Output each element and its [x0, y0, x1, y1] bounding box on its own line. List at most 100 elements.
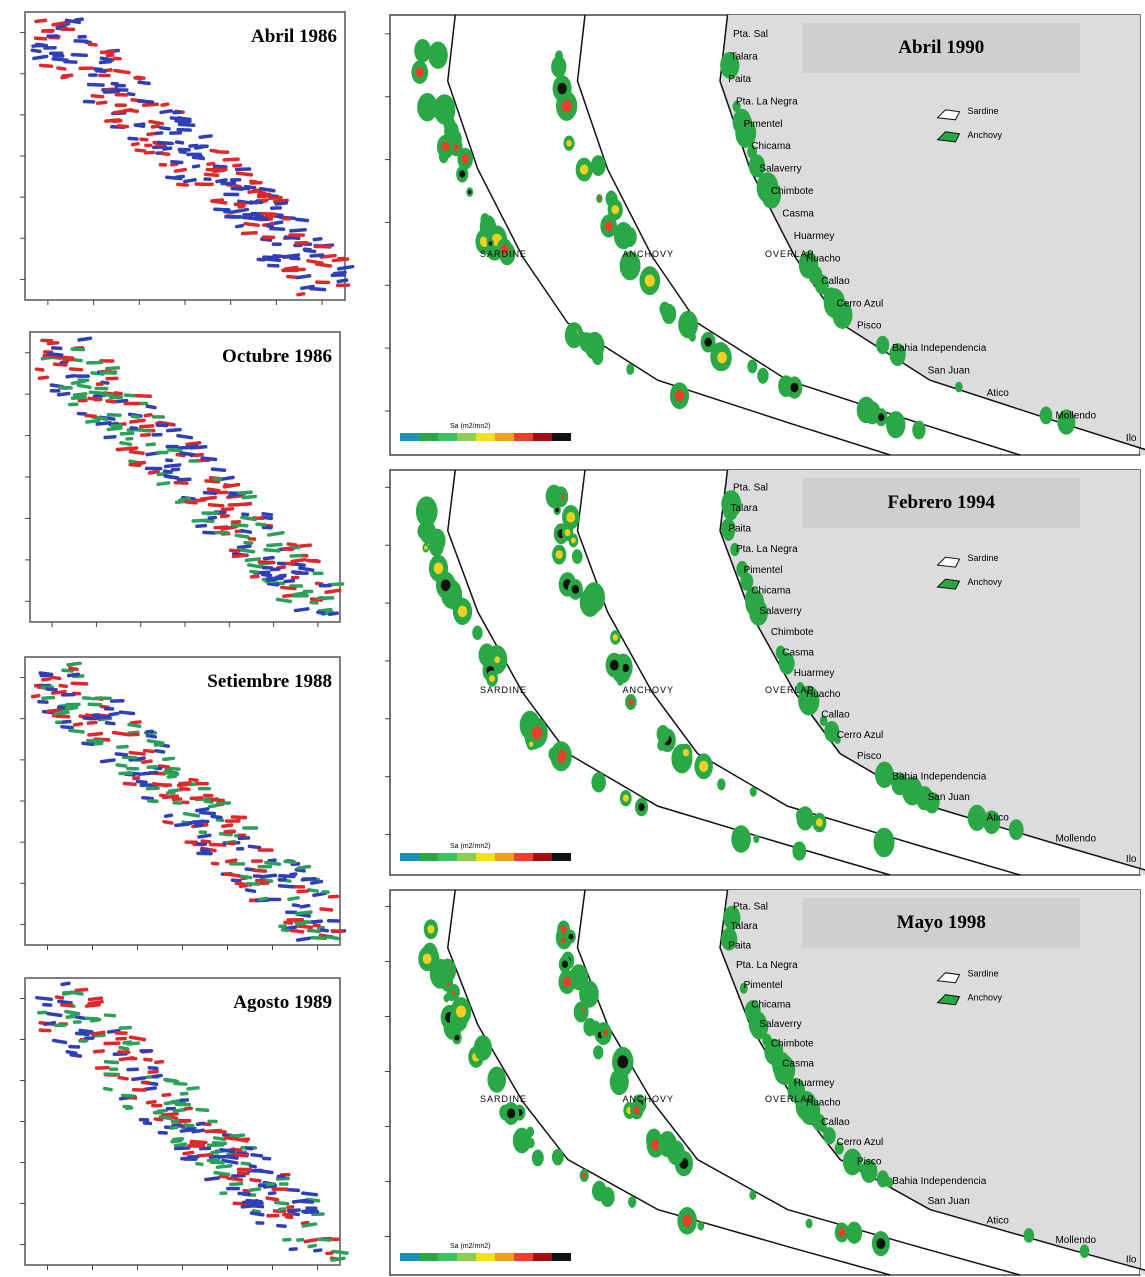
survey-track — [226, 830, 236, 834]
place-name: Casma — [782, 209, 814, 220]
patch-core — [598, 197, 601, 201]
survey-track — [314, 245, 332, 249]
survey-track — [211, 862, 220, 866]
patch — [532, 1150, 544, 1167]
survey-track — [234, 187, 250, 191]
patch-core — [699, 761, 708, 772]
place-name: Atico — [987, 388, 1010, 399]
patch — [1009, 819, 1024, 840]
place-name: Paita — [728, 941, 751, 952]
patch-core — [838, 1228, 845, 1237]
place-name: Chimbote — [771, 1039, 814, 1050]
survey-track — [115, 1037, 127, 1041]
survey-track — [107, 413, 122, 417]
patch-core — [531, 726, 542, 739]
survey-track — [73, 1020, 82, 1024]
patch — [1024, 1228, 1035, 1243]
patch-core — [645, 274, 655, 286]
panel-title: Setiembre 1988 — [207, 671, 332, 692]
survey-track — [319, 584, 332, 588]
patch-core — [628, 699, 634, 706]
survey-track — [60, 1003, 73, 1007]
survey-track — [37, 700, 49, 704]
patch-core — [456, 1005, 466, 1017]
survey-track — [258, 560, 276, 564]
place-name: Chimbote — [771, 627, 814, 638]
patch — [600, 1187, 614, 1207]
patch-core — [468, 190, 471, 194]
survey-track — [236, 847, 244, 851]
survey-track — [105, 377, 118, 381]
place-name: Atico — [987, 813, 1010, 824]
patch — [667, 1140, 685, 1165]
scale-swatch — [457, 853, 476, 861]
legend-label: Anchovy — [968, 577, 1003, 587]
patch — [753, 835, 759, 844]
scale-swatch — [533, 1253, 552, 1261]
patch-core — [529, 742, 533, 747]
survey-track — [78, 66, 93, 70]
patch-core — [452, 991, 456, 995]
place-name: Mollendo — [1055, 833, 1096, 844]
survey-track — [248, 537, 257, 541]
scale-swatch — [419, 853, 438, 861]
survey-track — [289, 554, 302, 558]
survey-track — [68, 402, 79, 406]
panel-title: Agosto 1989 — [233, 992, 332, 1013]
survey-track — [224, 215, 242, 219]
survey-track — [128, 1057, 138, 1061]
patch-core — [434, 562, 444, 574]
panel-title: Abril 1986 — [251, 26, 337, 47]
survey-track — [214, 531, 228, 535]
patch — [717, 779, 725, 791]
survey-track — [145, 467, 163, 471]
survey-track — [76, 374, 90, 378]
survey-track — [139, 1118, 150, 1122]
place-name: Paita — [728, 74, 751, 85]
survey-track — [146, 786, 160, 790]
patch — [877, 1170, 889, 1187]
patch — [747, 360, 757, 374]
survey-track — [289, 1247, 298, 1251]
survey-track — [328, 894, 339, 898]
scale-swatch — [400, 433, 419, 441]
survey-track — [282, 1238, 291, 1242]
survey-track — [117, 1050, 130, 1054]
survey-track — [123, 402, 140, 406]
patch-core — [461, 154, 469, 163]
patch — [873, 828, 894, 857]
patch-core — [565, 529, 571, 536]
patch — [571, 335, 577, 344]
survey-track — [110, 699, 125, 703]
patch — [609, 193, 618, 205]
patch — [886, 411, 905, 438]
place-name: Pta. Sal — [733, 482, 768, 493]
scale-swatch — [552, 853, 571, 861]
survey-track — [254, 217, 269, 221]
survey-track — [184, 1107, 193, 1111]
survey-track — [42, 1003, 52, 1007]
survey-track — [262, 235, 275, 239]
place-name: Casma — [782, 1058, 814, 1069]
patch — [806, 1219, 813, 1229]
patch — [877, 338, 886, 350]
survey-track — [152, 415, 165, 419]
survey-track — [109, 1067, 118, 1071]
survey-track — [116, 447, 125, 451]
scale-swatch — [552, 433, 571, 441]
patch — [907, 783, 920, 801]
survey-track — [51, 346, 63, 350]
patch-core — [622, 664, 629, 672]
place-name: Huacho — [806, 689, 841, 700]
patch-core — [560, 926, 566, 934]
survey-track — [258, 1184, 267, 1188]
place-name: Chicama — [751, 141, 791, 152]
scale-swatch — [419, 1253, 438, 1261]
survey-track — [251, 859, 263, 863]
survey-track — [71, 681, 89, 685]
scale-swatch — [533, 433, 552, 441]
place-name: Mollendo — [1055, 410, 1096, 421]
survey-track — [96, 382, 104, 386]
survey-track — [188, 459, 200, 463]
patch-core — [611, 205, 619, 214]
